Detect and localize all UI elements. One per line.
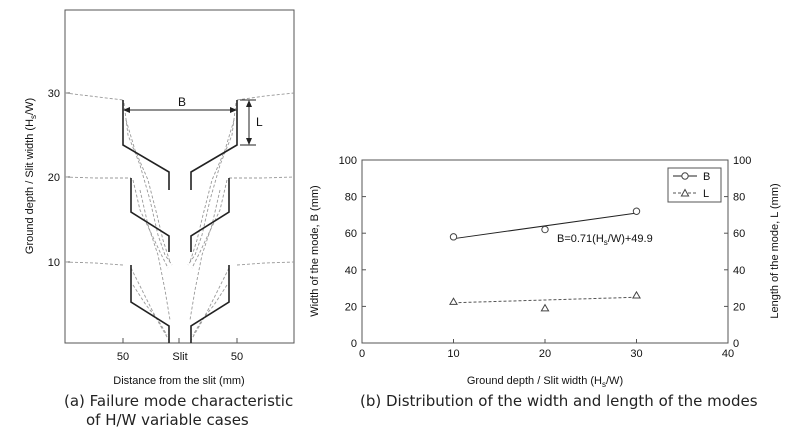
y-tick-label-left-100: 100 — [339, 155, 357, 167]
x-tick-label-30: 30 — [630, 348, 642, 360]
x-tick-label-10: 10 — [447, 348, 459, 360]
legend-marker-b — [681, 172, 689, 180]
panel-a-ytick-10: 10 — [48, 257, 60, 269]
legend: B L — [667, 167, 722, 203]
panel-a-surface-lines — [64, 92, 295, 266]
y-tick-label-left-80: 80 — [345, 192, 357, 204]
panel-a-ytick-30: 30 — [48, 88, 60, 100]
y-tick-label-left-40: 40 — [345, 265, 357, 277]
panel-a-xtick-slit: Slit — [172, 351, 187, 363]
annotation-l: L — [256, 115, 263, 129]
legend-marker-l — [680, 188, 690, 197]
point-l-20 — [540, 303, 550, 312]
y-tick-label-right-0: 0 — [733, 338, 739, 350]
panel-a-xlabel: Distance from the slit (mm) — [113, 375, 244, 387]
y-tick-label-right-100: 100 — [733, 155, 751, 167]
panel-b-markers — [449, 207, 641, 312]
annotation-b: B — [178, 95, 186, 109]
caption-a-line2: of H/W variable cases — [86, 411, 249, 429]
legend-label-l: L — [703, 188, 709, 200]
panel-b-xlabel: Ground depth / Slit width (Hs/W) — [467, 375, 623, 389]
panel-b-ylabel-right: Length of the mode, L (mm) — [769, 183, 781, 318]
panel-a-failure-curves-left — [123, 102, 173, 343]
point-b-10 — [449, 233, 458, 241]
fit-equation: B=0.71(Hs/W)+49.9 — [557, 233, 653, 247]
point-l-10 — [449, 297, 458, 305]
panel-a-b-dimension — [123, 107, 237, 113]
y-tick-label-right-40: 40 — [733, 265, 745, 277]
caption-a-line1: (a) Failure mode characteristic — [64, 392, 294, 410]
panel-a-failure-curves-right — [187, 102, 237, 343]
x-tick-label-40: 40 — [722, 348, 734, 360]
panel-a: B L 10 20 30 50 Slit 50 Distance from th… — [24, 9, 295, 387]
panel-a-ytick-20: 20 — [48, 172, 60, 184]
fit-line-l — [453, 296, 637, 304]
panel-a-slit-walls — [122, 100, 238, 343]
y-tick-label-right-80: 80 — [733, 192, 745, 204]
x-tick-label-0: 0 — [359, 348, 365, 360]
point-l-30 — [632, 290, 641, 299]
legend-box — [667, 167, 722, 203]
y-tick-label-right-20: 20 — [733, 301, 745, 313]
y-tick-label-right-60: 60 — [733, 228, 745, 240]
panel-a-ticks — [65, 92, 238, 343]
caption-b: (b) Distribution of the width and length… — [360, 392, 758, 410]
panel-a-ylabel: Ground depth / Slit width (Hs/W) — [24, 98, 38, 254]
point-b-20 — [541, 225, 549, 234]
point-b-30 — [632, 207, 641, 215]
panel-a-xtick-right-50: 50 — [231, 351, 243, 363]
legend-label-b: B — [703, 171, 710, 183]
y-tick-label-left-20: 20 — [345, 301, 357, 313]
panel-a-tick-labels: 10 20 30 50 Slit 50 — [48, 88, 243, 363]
y-tick-label-left-60: 60 — [345, 228, 357, 240]
x-tick-label-20: 20 — [539, 348, 551, 360]
panel-a-frame — [64, 9, 295, 344]
y-tick-label-left-0: 0 — [351, 338, 357, 350]
panel-a-l-dimension — [240, 99, 256, 146]
panel-b-ylabel-left: Width of the mode, B (mm) — [309, 185, 321, 316]
panel-a-xtick-left-50: 50 — [117, 351, 129, 363]
panel-b-ticks — [361, 159, 729, 344]
